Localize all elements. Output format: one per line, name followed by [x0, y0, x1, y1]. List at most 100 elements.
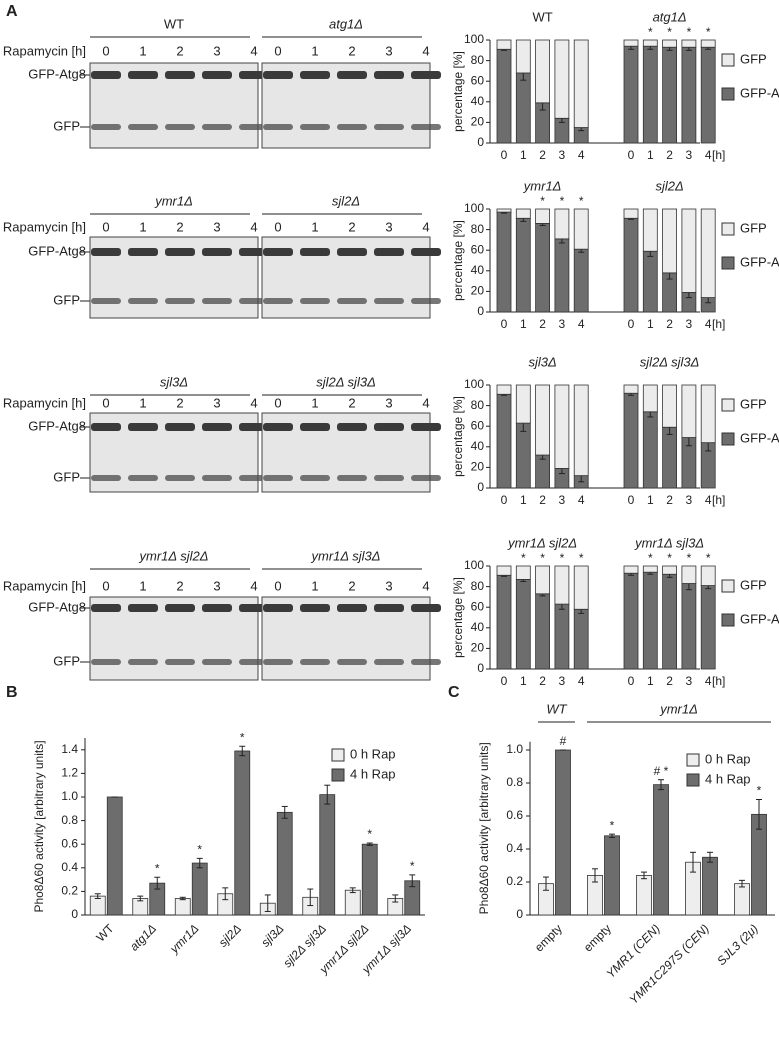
band	[165, 248, 195, 256]
y-tick-label: 0	[477, 480, 484, 494]
y-tick-label: 60	[471, 73, 485, 87]
strain-header: sjl2Δ	[332, 193, 360, 208]
band	[128, 475, 158, 481]
band	[374, 248, 404, 256]
band-label: GFP	[53, 653, 80, 668]
band	[374, 298, 404, 304]
lane-label: 1	[311, 219, 318, 234]
bar-segment	[681, 565, 697, 584]
group-label: ymr1Δ	[659, 701, 698, 716]
bar-segment	[662, 565, 677, 575]
error-bar	[94, 893, 101, 899]
x-tick-label: 3	[686, 493, 693, 507]
band	[300, 475, 330, 481]
significance: *	[540, 551, 545, 565]
bar-segment	[642, 384, 658, 413]
bar-segment	[515, 422, 531, 489]
lane-label: 4	[422, 219, 429, 234]
bar	[734, 883, 750, 916]
band	[202, 71, 232, 79]
y-tick-label: 1.0	[61, 789, 78, 803]
y-tick-label: 0.8	[506, 775, 523, 789]
bar	[702, 856, 718, 916]
legend-swatch	[721, 87, 735, 101]
band	[165, 71, 195, 79]
y-tick-label: 0.4	[61, 860, 78, 874]
significance: *	[410, 859, 415, 873]
group-name: ymr1Δ sjl3Δ	[634, 535, 704, 550]
legend-label: GFP-Atg8	[740, 254, 779, 269]
y-tick-label: 1.0	[506, 742, 523, 756]
band	[337, 124, 367, 130]
strain-header: ymr1Δ sjl2Δ	[139, 548, 209, 563]
band	[128, 604, 158, 612]
error-bar	[592, 868, 598, 883]
y-tick-label: 80	[471, 222, 485, 236]
y-tick-label: 1.4	[61, 742, 78, 756]
error-bar	[739, 879, 745, 888]
lane-label: 2	[176, 578, 183, 593]
band	[337, 604, 367, 612]
error-bar	[392, 894, 399, 903]
lane-label: 0	[102, 43, 109, 58]
significance: *	[155, 861, 160, 875]
significance: *	[579, 551, 584, 565]
x-unit: [h]	[712, 674, 725, 688]
group-label: WT	[546, 701, 567, 716]
band	[374, 71, 404, 79]
lane-label: 2	[348, 395, 355, 410]
significance: *	[687, 25, 692, 39]
bar-segment	[681, 46, 697, 144]
x-tick-label: atg1Δ	[127, 921, 159, 953]
bar	[344, 889, 361, 916]
band	[300, 298, 330, 304]
bar-segment	[681, 583, 697, 670]
y-axis-title: percentage [%]	[451, 220, 465, 301]
y-tick-label: 100	[464, 558, 484, 572]
bar-segment	[623, 208, 639, 219]
bar-segment	[535, 208, 550, 224]
band	[411, 71, 441, 79]
y-axis-title: percentage [%]	[451, 51, 465, 132]
y-axis-title: Pho8Δ60 activity [arbitrary units]	[32, 740, 46, 912]
legend-label: GFP	[740, 220, 767, 235]
error-bar	[264, 894, 271, 912]
significance: *	[240, 730, 245, 744]
lane-label: 1	[139, 219, 146, 234]
y-tick-label: 0.2	[61, 884, 78, 898]
band	[165, 124, 195, 130]
bar-segment	[642, 411, 658, 489]
x-unit: [h]	[712, 493, 725, 507]
bar-segment	[623, 565, 639, 574]
bar-segment	[623, 572, 639, 670]
bar-segment	[496, 574, 512, 670]
bar-segment	[662, 39, 677, 48]
bar-segment	[515, 208, 531, 219]
band-label: GFP	[53, 118, 80, 133]
band	[300, 604, 330, 612]
legend-swatch	[686, 753, 700, 767]
legend-swatch	[331, 768, 345, 782]
band	[202, 248, 232, 256]
bar	[636, 875, 652, 916]
bar	[191, 862, 208, 916]
band-label: GFP	[53, 292, 80, 307]
lane-label: 4	[422, 43, 429, 58]
bar-segment	[623, 392, 639, 489]
lane-label: 4	[250, 578, 257, 593]
band	[202, 659, 232, 665]
y-tick-label: 0.6	[61, 836, 78, 850]
bar-segment	[496, 565, 512, 576]
band	[300, 659, 330, 665]
bar-segment	[573, 39, 589, 128]
bar	[106, 796, 123, 916]
y-tick-label: 60	[471, 242, 485, 256]
lane-label: 1	[311, 578, 318, 593]
band-label: GFP-Atg8	[28, 66, 86, 81]
x-tick-label: 0	[628, 148, 635, 162]
significance: *	[367, 827, 372, 841]
band	[263, 475, 293, 481]
x-tick-label: 3	[686, 674, 693, 688]
strain-header: sjl3Δ	[160, 374, 188, 389]
x-tick-label: 0	[628, 317, 635, 331]
